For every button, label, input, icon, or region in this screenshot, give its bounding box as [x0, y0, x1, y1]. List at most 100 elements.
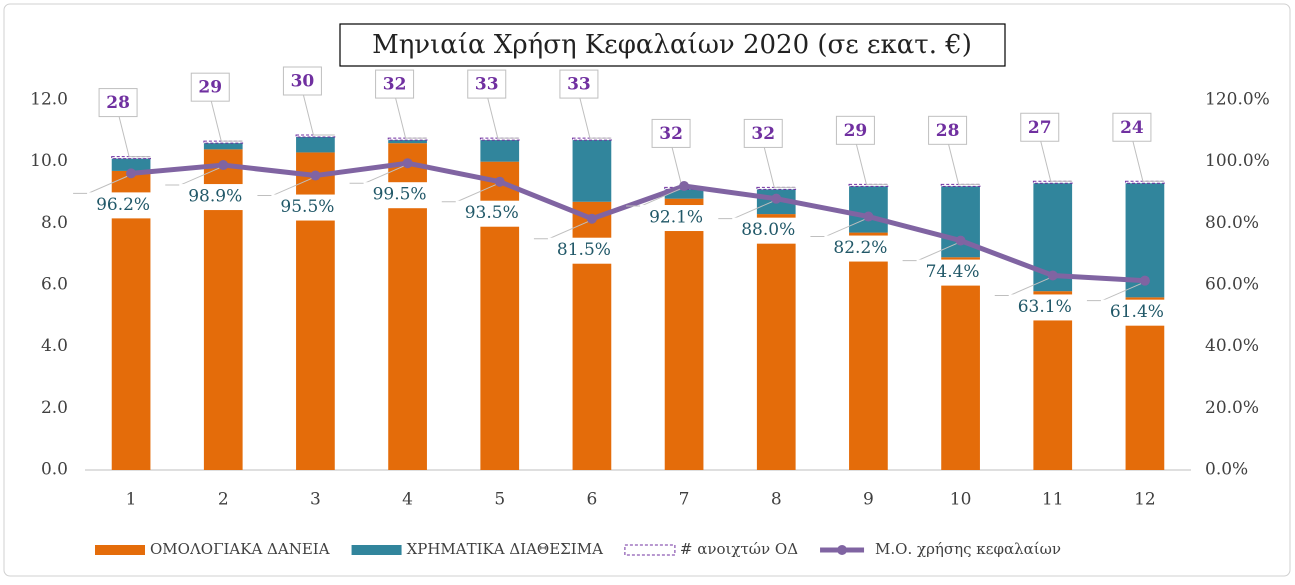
bar-segment — [203, 143, 243, 150]
callout-leader — [210, 101, 243, 142]
x-tick-label: 5 — [494, 490, 505, 510]
y2-tick-label: 0.0% — [1205, 460, 1248, 480]
ratio-label: 96.2% — [96, 195, 150, 215]
x-tick-label: 8 — [771, 490, 782, 510]
y-tick-label: 6.0 — [41, 275, 68, 295]
y-tick-label: 10.0 — [30, 151, 68, 171]
y-tick-label: 4.0 — [41, 336, 68, 356]
line-marker — [955, 235, 966, 246]
count-label-box — [928, 115, 968, 145]
count-label-box — [1020, 112, 1060, 142]
callout-leader — [118, 116, 151, 158]
ratio-label-bg — [271, 194, 344, 221]
bar-segment — [111, 158, 151, 171]
bar-segment — [1125, 297, 1165, 470]
ratio-label: 63.1% — [1018, 297, 1072, 317]
count-label: 24 — [1120, 118, 1144, 138]
ratio-label-bg — [179, 184, 252, 211]
x-tick-label: 6 — [587, 490, 598, 510]
bar-segment — [849, 186, 888, 233]
bar-segment — [664, 189, 704, 199]
ratio-label-bg — [1008, 294, 1081, 321]
count-label: 32 — [383, 75, 407, 95]
line-marker — [494, 176, 505, 187]
count-label-box — [98, 88, 138, 118]
count-mark — [111, 156, 151, 160]
x-tick-label: 7 — [679, 490, 690, 510]
ratio-label: 95.5% — [280, 197, 334, 217]
line-marker — [863, 211, 874, 222]
x-tick-label: 9 — [863, 490, 874, 510]
count-label-box — [651, 118, 691, 148]
count-label-box — [743, 118, 783, 148]
ratio-label-bg — [87, 192, 160, 219]
legend-swatch — [351, 545, 402, 555]
legend-label: ΧΡΗΜΑΤΙΚΑ ΔΙΑΘΕΣΙΜΑ — [407, 540, 604, 558]
line-marker — [310, 170, 321, 181]
ratio-label-bg — [547, 237, 620, 264]
bar-segment — [664, 198, 704, 470]
line-marker — [771, 193, 782, 204]
ratio-label: 88.0% — [741, 220, 795, 240]
legend-swatch — [95, 545, 145, 555]
ratio-label: 81.5% — [557, 240, 611, 260]
line — [130, 160, 1146, 284]
count-label: 33 — [567, 75, 591, 95]
y-tick-label: 0.0 — [41, 460, 68, 480]
callout-leader — [395, 97, 427, 139]
count-mark — [940, 183, 981, 187]
ratio-label: 74.4% — [926, 262, 980, 282]
legend-label: Μ.Ο. χρήσης κεφαλαίων — [875, 540, 1061, 558]
line-marker — [402, 158, 413, 169]
callout-leader — [855, 144, 888, 185]
y2-tick-label: 120.0% — [1205, 90, 1270, 110]
y2-tick-label: 20.0% — [1205, 398, 1259, 418]
callout-leader — [1132, 141, 1165, 182]
count-label-box — [559, 69, 599, 99]
count-label-box — [467, 69, 507, 99]
count-mark — [203, 140, 244, 144]
ratio-label-bg — [363, 182, 436, 209]
count-label: 33 — [475, 75, 499, 95]
x-tick-label: 10 — [950, 490, 972, 510]
count-label-box — [835, 115, 875, 145]
x-tick-label: 4 — [402, 490, 413, 510]
callout-leader — [1040, 141, 1073, 182]
y-tick-label: 2.0 — [41, 398, 68, 418]
ratio-label: 93.5% — [465, 203, 519, 223]
y-tick-label: 8.0 — [41, 213, 68, 233]
ratio-label: 98.9% — [188, 187, 242, 207]
ratio-label: 82.2% — [833, 238, 887, 258]
count-mark — [1032, 180, 1073, 184]
count-label: 27 — [1028, 118, 1052, 138]
count-mark — [848, 183, 889, 187]
callout-leader — [487, 97, 520, 139]
ratio-label: 61.4% — [1110, 302, 1164, 322]
bar-segment — [388, 140, 427, 144]
bar-segment — [572, 140, 612, 202]
count-mark — [295, 134, 336, 138]
count-label: 28 — [106, 93, 130, 113]
bar-segment — [111, 170, 151, 470]
count-mark — [387, 137, 428, 141]
ratio-label: 99.5% — [373, 185, 427, 205]
bar-segment — [849, 232, 888, 470]
y-tick-label: 12.0 — [30, 90, 68, 110]
x-tick-label: 12 — [1134, 490, 1156, 510]
count-label-box — [1112, 112, 1152, 142]
legend-label: # ανοιχτών ΟΔ — [680, 540, 798, 558]
count-label-box — [282, 66, 322, 96]
ratio-label-bg — [916, 259, 989, 286]
callout-leader — [948, 144, 980, 185]
legend-label: ΟΜΟΛΟΓΙΑΚΑ ΔΑΝΕΙΑ — [150, 540, 330, 558]
count-label-box — [375, 69, 415, 99]
count-label: 29 — [844, 121, 868, 141]
line-marker — [1139, 275, 1150, 286]
ratio-label-bg — [455, 200, 528, 227]
callout-leader — [579, 97, 612, 139]
y2-tick-label: 40.0% — [1205, 336, 1259, 356]
count-label: 28 — [936, 121, 960, 141]
ratio-label-bg — [732, 217, 805, 244]
count-label-box — [190, 72, 230, 102]
